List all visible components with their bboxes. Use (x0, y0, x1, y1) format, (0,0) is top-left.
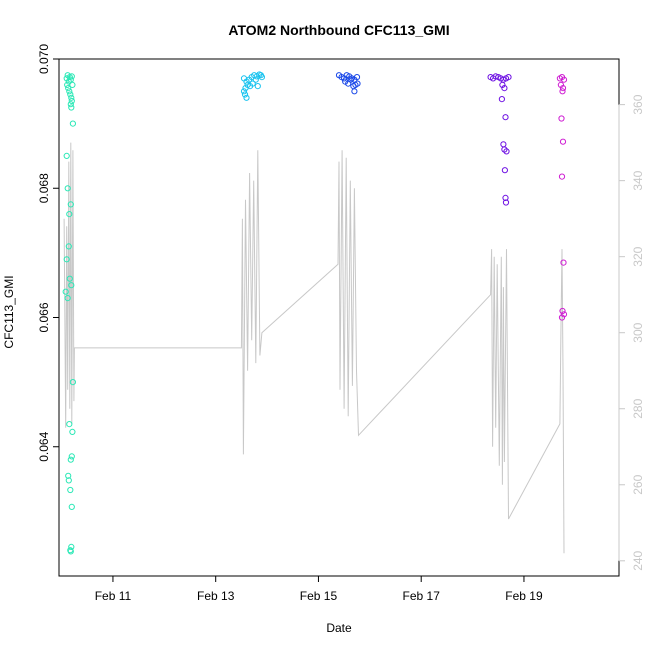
data-point-series-1 (68, 104, 75, 111)
data-point-series-3 (347, 76, 354, 83)
data-point-series-4 (501, 85, 508, 92)
data-point-series-3 (353, 74, 361, 81)
data-point-series-1 (67, 201, 74, 208)
data-point-series-2 (243, 94, 250, 101)
data-point-series-4 (503, 148, 510, 155)
right-axis-series-line (63, 142, 565, 554)
data-point-series-1 (65, 472, 72, 479)
data-point-series-4 (502, 199, 510, 206)
x-axis: Feb 11 Feb 13 Feb 15 Feb 17 Feb 19 (95, 575, 543, 603)
data-point-series-1 (68, 73, 75, 80)
data-point-series-1 (67, 456, 74, 463)
data-point-series-1 (66, 275, 73, 282)
data-point-series-3 (351, 88, 358, 95)
x-axis-label: Date (326, 621, 352, 635)
x-tick-label: Feb 15 (300, 589, 338, 603)
data-points (62, 71, 568, 555)
data-point-series-5 (558, 173, 566, 180)
data-point-series-1 (68, 282, 75, 289)
y-tick-label: 0.070 (37, 44, 51, 74)
data-point-series-2 (254, 83, 261, 90)
data-point-series-2 (252, 76, 259, 83)
data-point-series-5 (559, 85, 567, 92)
data-point-series-2 (241, 91, 249, 98)
y-tick-label: 0.064 (37, 431, 51, 461)
data-point-series-4 (502, 114, 509, 121)
data-point-series-1 (67, 101, 74, 108)
data-point-series-2 (249, 80, 256, 87)
data-point-series-1 (64, 185, 71, 192)
x-tick-label: Feb 17 (403, 589, 441, 603)
data-point-series-5 (558, 314, 566, 321)
y-axis-label: CFC113_GMI (2, 275, 16, 348)
data-point-series-5 (559, 307, 566, 315)
data-point-series-2 (258, 74, 265, 81)
right-tick-label: 360 (631, 94, 645, 114)
data-point-series-5 (560, 311, 568, 318)
data-point-series-3 (354, 80, 361, 87)
data-point-series-4 (492, 73, 499, 80)
data-point-series-4 (498, 96, 505, 103)
right-axis-line (63, 142, 565, 554)
plot-frame (58, 58, 620, 577)
data-point-series-2 (240, 88, 248, 95)
chart-title: ATOM2 Northbound CFC113_GMI (228, 22, 449, 38)
data-point-series-1 (68, 503, 75, 510)
data-point-series-1 (66, 421, 73, 428)
data-point-series-1 (62, 288, 69, 295)
data-point-series-1 (67, 548, 74, 555)
y-tick-label: 0.066 (37, 302, 51, 332)
data-point-series-4 (505, 74, 512, 81)
data-point-series-4 (502, 194, 509, 201)
data-point-series-5 (560, 76, 568, 83)
right-tick-label: 340 (631, 170, 645, 190)
data-point-series-1 (69, 120, 77, 127)
data-point-series-1 (65, 477, 72, 484)
data-point-series-1 (68, 94, 75, 101)
data-point-series-1 (68, 97, 75, 105)
data-point-series-5 (559, 138, 567, 145)
data-point-series-1 (67, 486, 74, 494)
right-axis: 240 260 280 300 320 340 360 (618, 94, 645, 571)
data-point-series-1 (63, 152, 70, 159)
data-point-series-1 (65, 78, 72, 85)
data-point-series-5 (559, 88, 566, 95)
data-point-series-4 (500, 141, 507, 148)
right-tick-label: 280 (631, 398, 645, 418)
data-point-series-4 (499, 81, 506, 89)
data-point-series-1 (65, 85, 72, 92)
data-point-series-1 (69, 81, 76, 89)
right-tick-label: 240 (631, 550, 645, 570)
data-point-series-1 (68, 543, 75, 551)
data-point-series-1 (65, 243, 72, 250)
right-tick-label: 300 (631, 322, 645, 342)
y-axis: 0.064 0.066 0.068 0.070 (37, 44, 60, 462)
data-point-series-5 (558, 115, 565, 122)
data-point-series-1 (69, 379, 77, 386)
data-point-series-1 (67, 91, 74, 98)
data-point-series-1 (68, 453, 75, 460)
data-point-series-4 (501, 167, 508, 174)
data-point-series-1 (64, 295, 71, 302)
data-point-series-5 (560, 259, 567, 266)
data-point-series-1 (66, 88, 73, 95)
x-tick-label: Feb 13 (197, 589, 235, 603)
y-tick-label: 0.068 (37, 173, 51, 203)
data-point-series-1 (63, 256, 70, 263)
right-tick-label: 260 (631, 474, 645, 494)
data-point-series-1 (66, 211, 73, 218)
x-tick-label: Feb 19 (505, 589, 543, 603)
right-tick-label: 320 (631, 246, 645, 266)
x-tick-label: Feb 11 (95, 589, 132, 603)
data-point-series-1 (69, 428, 76, 435)
